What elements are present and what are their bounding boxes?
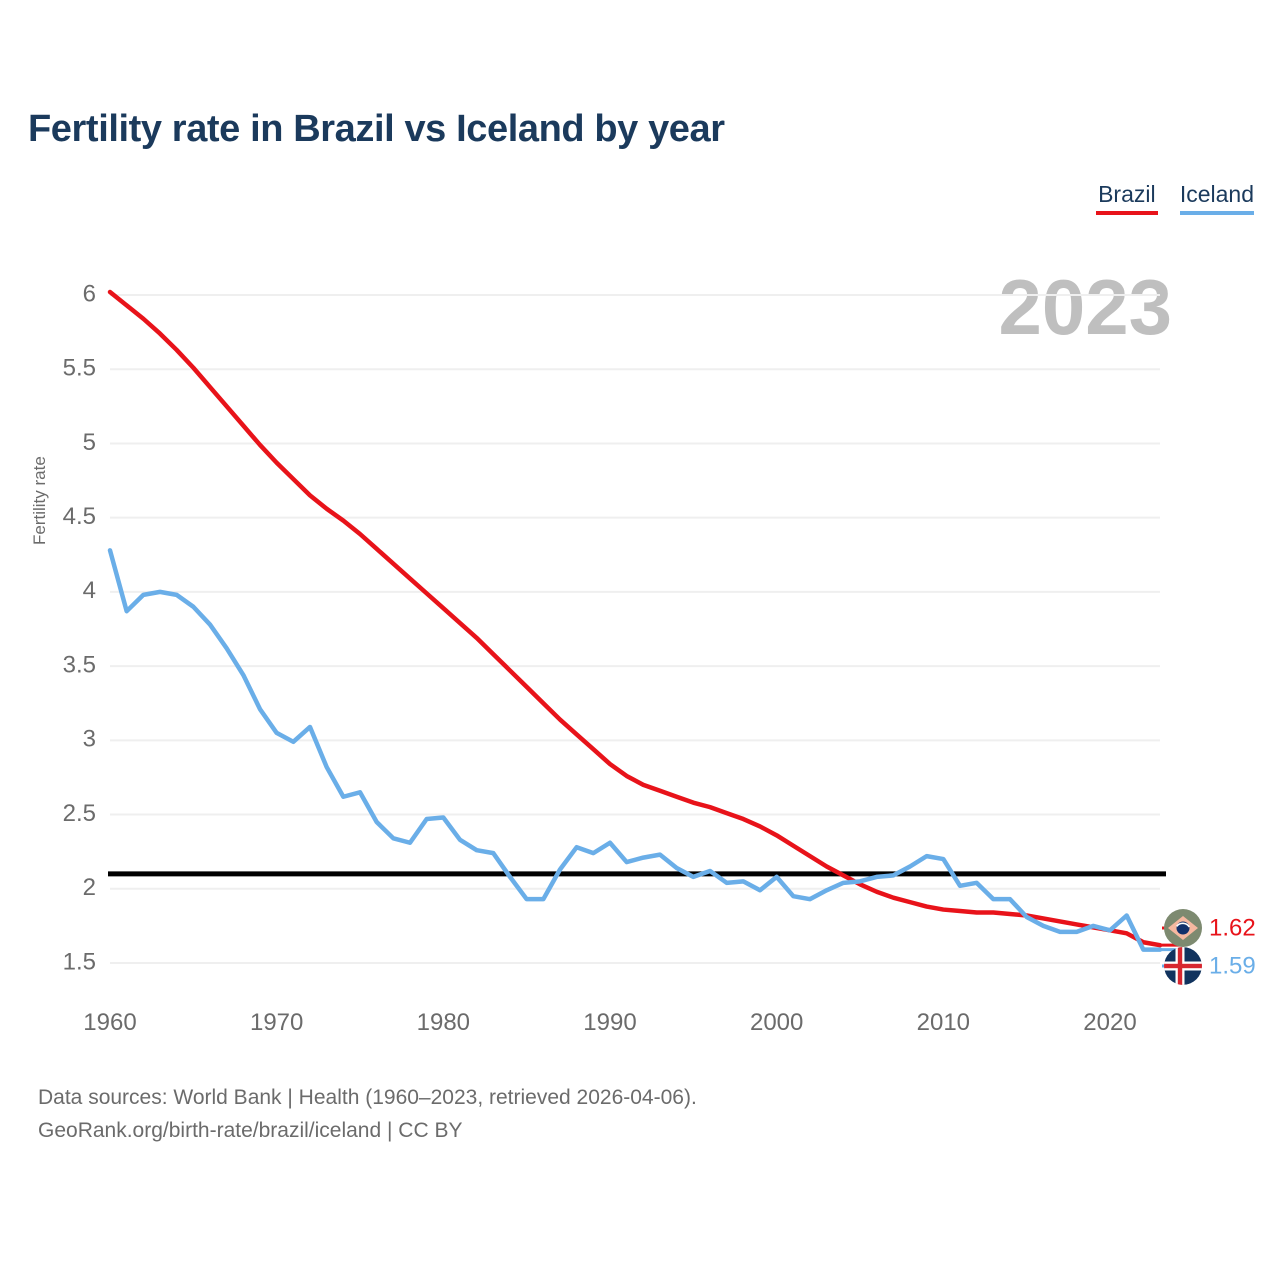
series-end-annotations: 1.62 1.59 <box>1160 909 1256 985</box>
footer-source-url[interactable]: GeoRank.org/birth-rate/brazil/iceland | … <box>38 1118 463 1142</box>
legend-label-iceland: Iceland <box>1179 181 1254 207</box>
series-line-iceland[interactable] <box>107 548 1163 952</box>
x-tick-label: 2000 <box>750 1009 803 1036</box>
y-tick-label: 2.5 <box>63 800 96 827</box>
iceland-flag-icon <box>1164 947 1202 985</box>
legend-color-swatch-brazil <box>1095 211 1158 215</box>
legend-label-brazil: Brazil <box>1098 181 1156 207</box>
year-watermark: 2023 <box>998 263 1172 351</box>
y-tick-label: 6 <box>83 280 96 307</box>
series-line-brazil[interactable] <box>107 289 1163 948</box>
y-tick-label: 4 <box>83 577 96 604</box>
y-tick-label: 4.5 <box>63 503 96 530</box>
end-value-label-brazil: 1.62 <box>1209 914 1256 941</box>
y-tick-label: 5 <box>83 429 96 456</box>
line-chart-plot: 1.5 2 2.5 3 3.5 4 4.5 5 5.5 6 1960 1970 1980 1990 200… <box>63 280 1256 1036</box>
y-tick-label: 3 <box>83 726 96 753</box>
x-axis-tick-labels: 1960 1970 1980 1990 2000 2010 2020 <box>83 1009 1136 1036</box>
y-tick-label: 5.5 <box>63 355 96 382</box>
y-tick-label: 3.5 <box>63 651 96 678</box>
footer-data-sources: Data sources: World Bank | Health (1960–… <box>38 1086 697 1109</box>
x-tick-label: 1960 <box>83 1009 136 1036</box>
x-tick-label: 1970 <box>250 1009 303 1036</box>
y-axis-tick-labels: 1.5 2 2.5 3 3.5 4 4.5 5 5.5 6 <box>63 280 96 975</box>
x-tick-label: 1980 <box>417 1009 470 1036</box>
end-value-label-iceland: 1.59 <box>1209 952 1256 979</box>
page-title: Fertility rate in Brazil vs Iceland by y… <box>28 108 725 150</box>
legend-item-iceland[interactable]: Iceland <box>1179 181 1254 215</box>
y-tick-label: 1.5 <box>63 948 96 975</box>
brazil-flag-icon <box>1164 909 1202 947</box>
x-tick-label: 2010 <box>917 1009 970 1036</box>
y-tick-label: 2 <box>83 874 96 901</box>
footer-attribution: Data sources: World Bank | Health (1960–… <box>38 1082 697 1147</box>
chart-legend: Brazil Iceland <box>1095 181 1254 215</box>
legend-item-brazil[interactable]: Brazil <box>1095 181 1158 215</box>
gridlines <box>110 294 1160 964</box>
legend-color-swatch-iceland <box>1179 211 1254 215</box>
x-tick-label: 2020 <box>1083 1009 1136 1036</box>
x-tick-label: 1990 <box>583 1009 636 1036</box>
data-series-lines <box>107 289 1163 952</box>
